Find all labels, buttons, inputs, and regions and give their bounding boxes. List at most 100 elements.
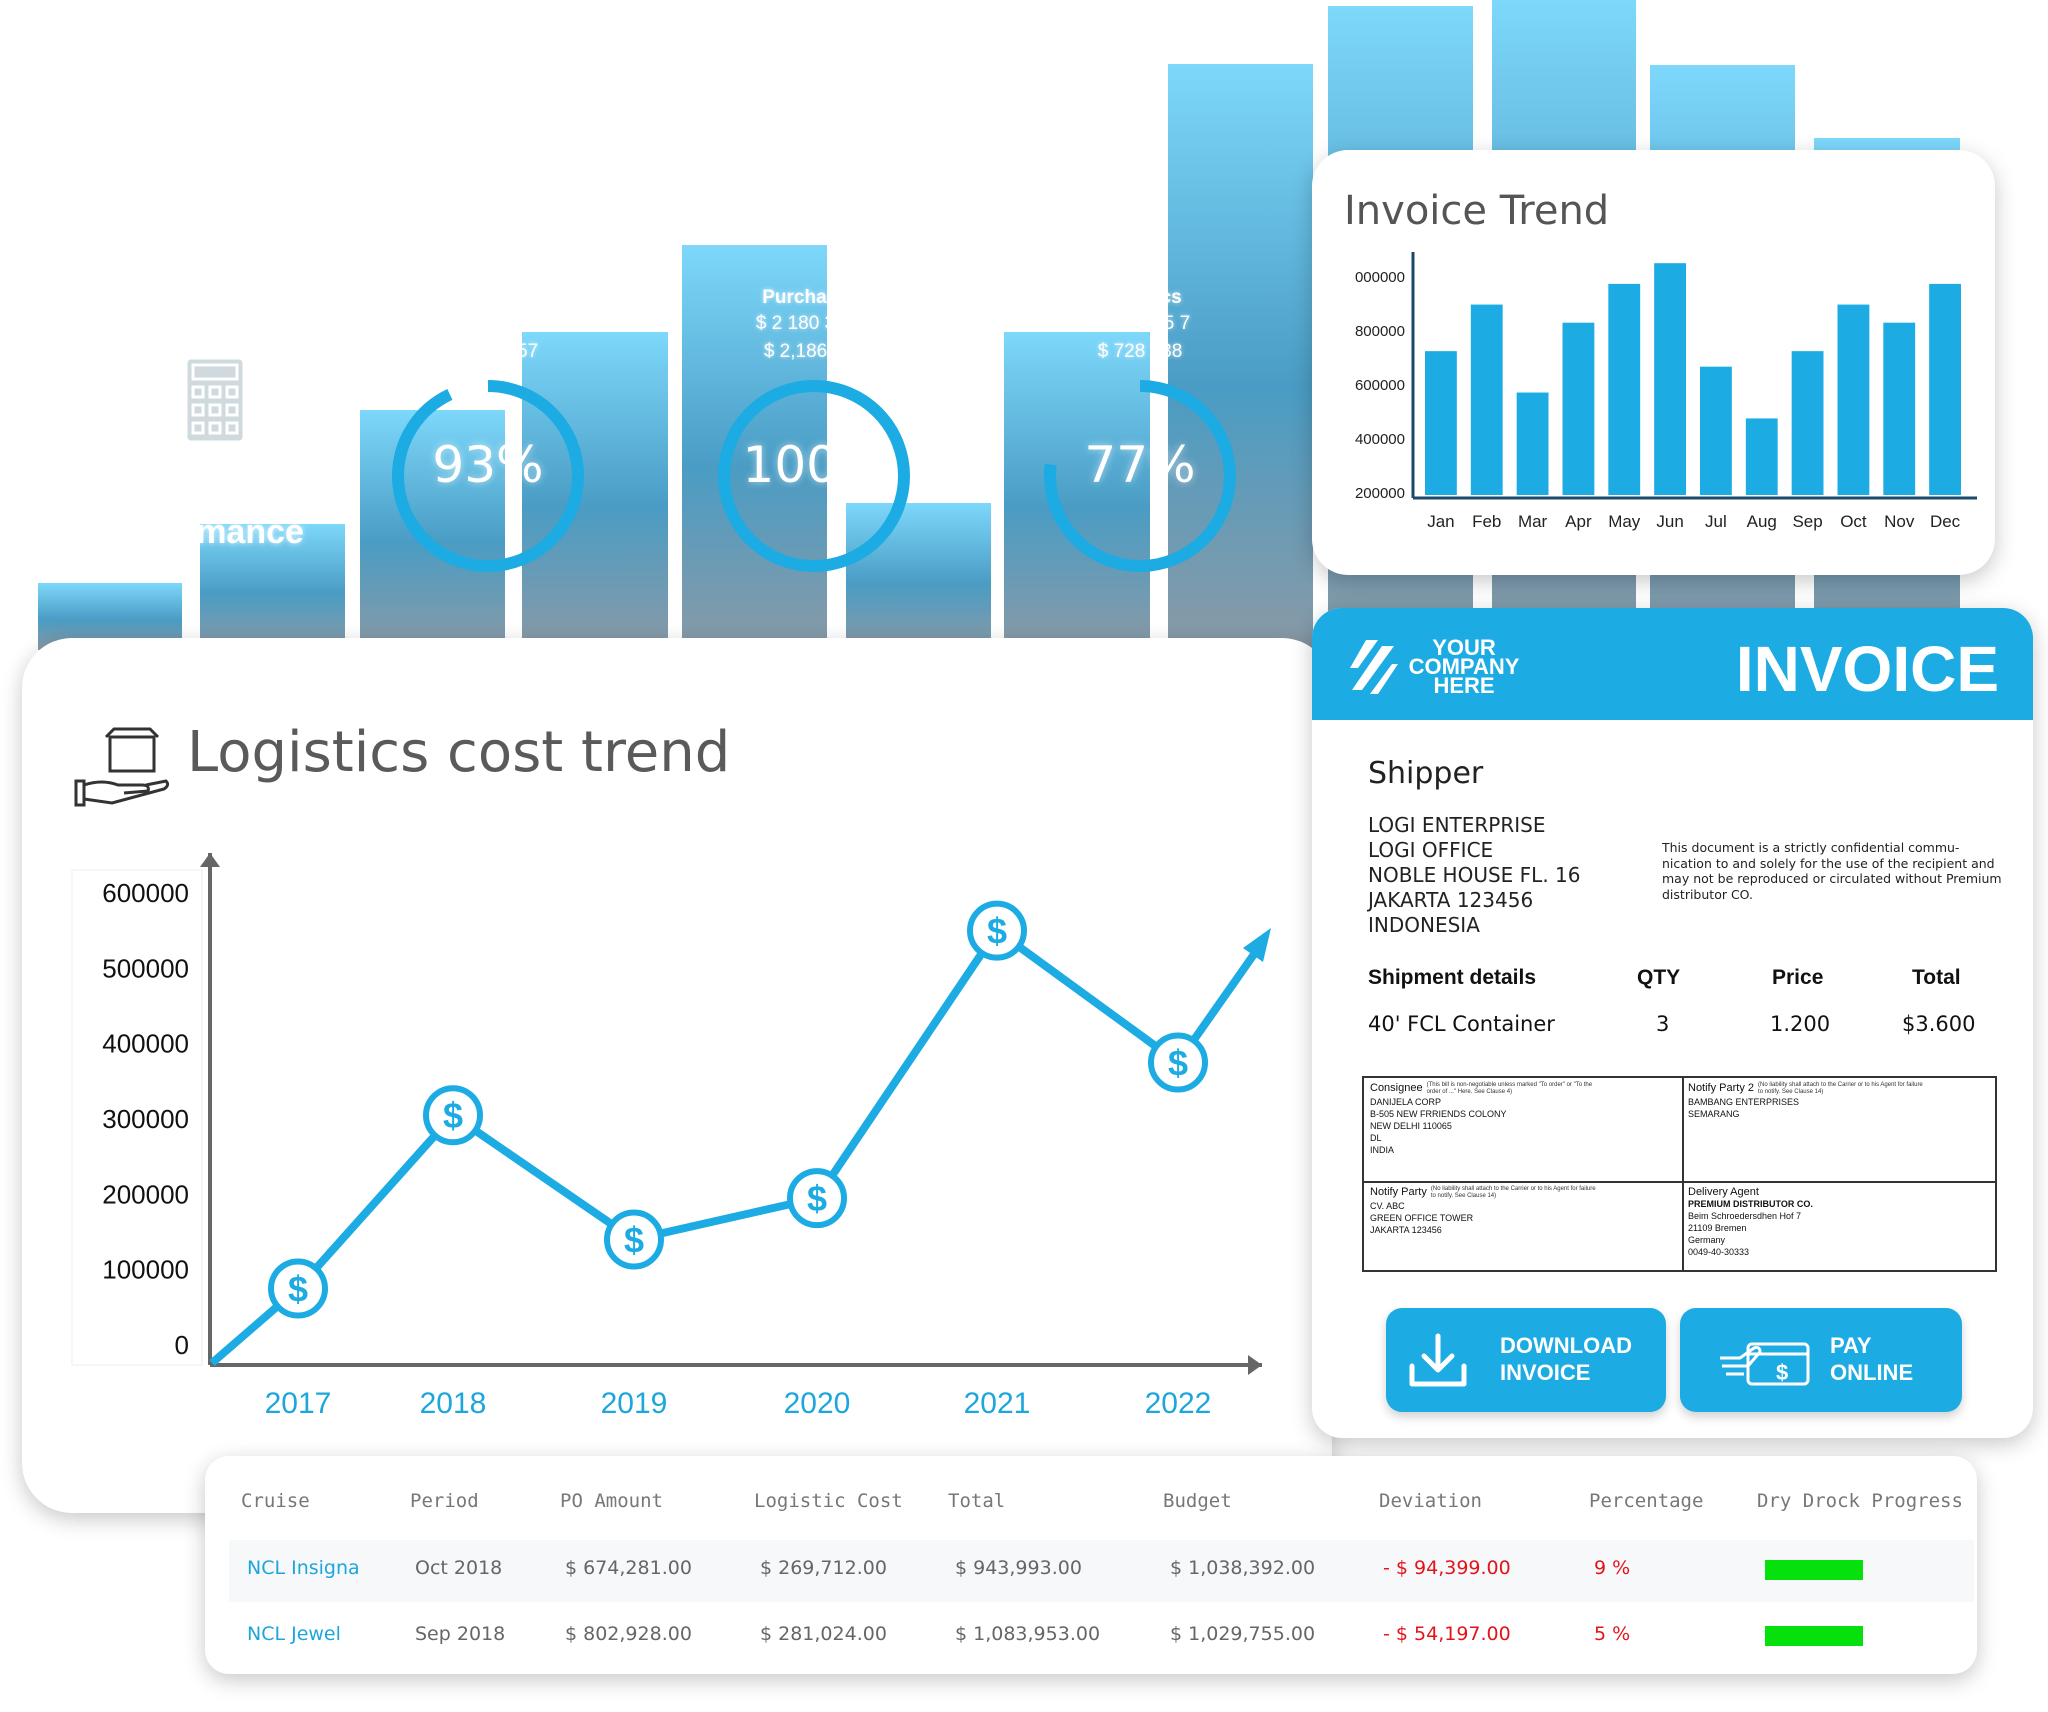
address-line: LOGI OFFICE bbox=[1368, 838, 1494, 862]
y-axis-panel bbox=[71, 869, 203, 1366]
cell-po-amount: $ 802,928.00 bbox=[565, 1623, 692, 1645]
trend-bar bbox=[1516, 392, 1549, 495]
trend-y-tick: 000000 bbox=[1355, 269, 1405, 286]
party-line: 0049-40-30333 bbox=[1688, 1247, 1750, 1257]
gauge-purchasing: Purchasing $ 2 180 373 3 $ 2,186 818 100… bbox=[704, 286, 924, 576]
party-line: Beim Schroedersdhen Hof 7 bbox=[1688, 1211, 1802, 1221]
background-bar bbox=[1004, 332, 1150, 650]
box-hand-icon bbox=[74, 727, 170, 807]
x-tick-label: 2021 bbox=[964, 1387, 1031, 1420]
y-tick-label: 500000 bbox=[102, 953, 189, 983]
trend-bar bbox=[1700, 366, 1732, 495]
gauge-value-2: $ 728 138 bbox=[1097, 341, 1183, 362]
party-line: 21109 Bremen bbox=[1688, 1223, 1747, 1233]
cruise-table: Cruise Period PO Amount Logistic Cost To… bbox=[205, 1456, 1977, 1674]
column-header-period: Period bbox=[410, 1490, 479, 1512]
company-name-line: YOUR bbox=[1432, 635, 1496, 660]
cell-total: $ 1,083,953.00 bbox=[955, 1623, 1101, 1645]
trend-x-tick: Nov bbox=[1884, 512, 1915, 531]
trend-x-tick: Feb bbox=[1472, 512, 1501, 531]
gauge-ring bbox=[1044, 380, 1236, 572]
gauge-label: Total bbox=[466, 287, 510, 308]
y-tick-label: 100000 bbox=[102, 1255, 189, 1285]
consignee-label: Consignee bbox=[1370, 1082, 1423, 1094]
trend-x-tick: Sep bbox=[1792, 512, 1822, 531]
dollar-marker bbox=[604, 1209, 664, 1270]
grid-divider bbox=[1364, 1181, 1995, 1183]
trend-y-tick: 400000 bbox=[1355, 431, 1405, 448]
trend-y-tick: 200000 bbox=[1355, 485, 1405, 502]
background-bar bbox=[846, 503, 991, 650]
cell-deviation: - $ 54,197.00 bbox=[1383, 1623, 1511, 1645]
gauge-value-1: $ 2 180 373 3 bbox=[755, 313, 873, 334]
trend-x-tick: Jan bbox=[1427, 512, 1454, 531]
header-shipment-details: Shipment details bbox=[1368, 966, 1537, 989]
download-label-line2: INVOICE bbox=[1500, 1360, 1591, 1385]
download-label-line1: DOWNLOAD bbox=[1500, 1333, 1632, 1358]
item-qty: 3 bbox=[1656, 1012, 1670, 1036]
dollar-marker-icon: $ bbox=[807, 1178, 827, 1219]
progress-bar bbox=[1765, 1626, 1863, 1646]
notify-party-label: Notify Party bbox=[1370, 1186, 1427, 1198]
header-price: Price bbox=[1772, 966, 1824, 989]
x-tick-label: 2018 bbox=[420, 1387, 487, 1420]
y-tick-label: 300000 bbox=[102, 1104, 189, 1134]
table-row[interactable] bbox=[229, 1540, 1974, 1602]
company-name-line: COMPANY bbox=[1408, 654, 1520, 679]
cell-logistic-cost: $ 281,024.00 bbox=[760, 1623, 887, 1645]
dollar-marker-icon: $ bbox=[443, 1095, 463, 1136]
trend-line bbox=[209, 926, 1261, 1367]
gauge-value-1: $ 3 114,819 bbox=[438, 313, 538, 334]
download-invoice-button[interactable]: DOWNLOAD INVOICE bbox=[1386, 1308, 1666, 1412]
delivery-agent-block: Delivery Agent PREMIUM DISTRIBUTOR CO. B… bbox=[1688, 1186, 1813, 1258]
trend-bar bbox=[1654, 263, 1686, 495]
gauge-ring bbox=[392, 380, 584, 572]
confidential-notice: This document is a strictly confidential… bbox=[1662, 840, 2002, 902]
y-tick-label: 400000 bbox=[102, 1029, 189, 1059]
dollar-marker-icon: $ bbox=[624, 1220, 644, 1261]
gauge-value-2: $ 2,186 818 bbox=[763, 341, 865, 362]
trend-bar bbox=[1608, 283, 1641, 495]
column-header-po-amount: PO Amount bbox=[560, 1490, 663, 1512]
item-total: $3.600 bbox=[1902, 1012, 1976, 1036]
cell-total: $ 943,993.00 bbox=[955, 1557, 1082, 1579]
trend-x-tick: Dec bbox=[1930, 512, 1961, 531]
gauge-value-1: $ 934 445 7 bbox=[1089, 313, 1191, 334]
gauge-label: Logistics bbox=[1098, 287, 1182, 308]
party-line: B-505 NEW FRRIENDS COLONY bbox=[1370, 1109, 1507, 1119]
party-line: NEW DELHI 110065 bbox=[1370, 1121, 1452, 1131]
company-name: YOUR COMPANY HERE bbox=[1404, 635, 1524, 697]
budget-title-line2: Performance bbox=[96, 513, 304, 551]
dollar-marker bbox=[787, 1168, 847, 1229]
y-axis-arrow bbox=[200, 853, 220, 867]
column-header-percentage: Percentage bbox=[1589, 1490, 1704, 1512]
delivery-agent-label: Delivery Agent bbox=[1688, 1186, 1759, 1198]
trend-bar bbox=[1791, 351, 1824, 495]
column-header-dry-dock-progress: Dry Drock Progress bbox=[1757, 1490, 1963, 1512]
gauge-percent: 77% bbox=[1084, 436, 1196, 494]
x-tick-label: 2022 bbox=[1145, 1387, 1212, 1420]
gauge-percent: 93% bbox=[432, 436, 544, 494]
address-line: INDONESIA bbox=[1368, 913, 1480, 937]
trend-bar bbox=[1470, 304, 1503, 495]
pay-online-button[interactable]: $ PAY ONLINE bbox=[1680, 1308, 1962, 1412]
cell-cruise[interactable]: NCL Jewel bbox=[247, 1623, 341, 1645]
item-details: 40' FCL Container bbox=[1368, 1012, 1555, 1036]
shipper-address: LOGI ENTERPRISE LOGI OFFICE NOBLE HOUSE … bbox=[1368, 813, 1580, 938]
gauge-logistics: Logistics $ 934 445 7 $ 728 138 77% bbox=[1030, 286, 1250, 576]
party-line: GREEN OFFICE TOWER bbox=[1370, 1213, 1474, 1223]
dollar-marker bbox=[967, 900, 1027, 961]
background-bar bbox=[682, 245, 827, 650]
trend-x-tick: Apr bbox=[1565, 512, 1592, 531]
budget-title-line1: Budget bbox=[141, 471, 259, 509]
party-line: BAMBANG ENTERPRISES bbox=[1688, 1097, 1800, 1107]
gauge-percent: 100% bbox=[742, 436, 886, 494]
trend-x-tick: Jun bbox=[1656, 512, 1683, 531]
cell-percentage: 9 % bbox=[1594, 1557, 1631, 1579]
trend-bar bbox=[1745, 418, 1778, 495]
item-price: 1.200 bbox=[1770, 1012, 1831, 1036]
calculator-document-icon: $ bbox=[135, 305, 265, 455]
trend-y-tick: 600000 bbox=[1355, 377, 1405, 394]
background-bar bbox=[360, 410, 505, 650]
cell-cruise[interactable]: NCL Insigna bbox=[247, 1557, 360, 1579]
